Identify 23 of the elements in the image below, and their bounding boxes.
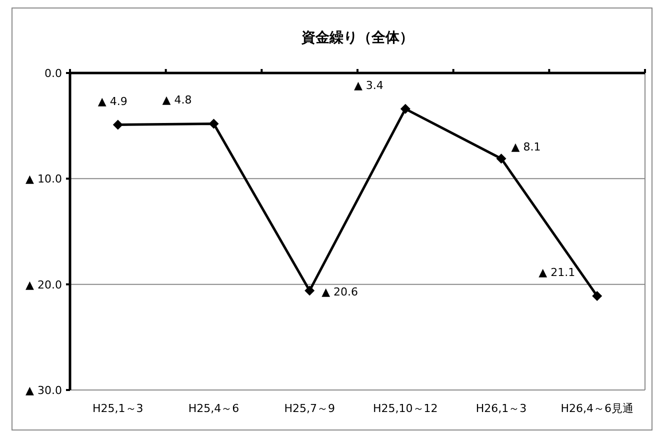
data-label: ▲ 20.6 — [322, 286, 358, 299]
point — [496, 154, 506, 164]
data-label: ▲ 8.1 — [511, 140, 541, 154]
data-label: ▲ 21.1 — [538, 266, 576, 279]
y-tick-label: ▲ 20.0 — [26, 278, 62, 292]
x-tick-label: H26,1～3 — [476, 402, 527, 415]
y-tick-label: 0.0 — [44, 67, 62, 80]
point — [592, 290, 602, 301]
data-label: ▲ 4.8 — [162, 94, 192, 107]
x-tick-label: H25,7～9 — [284, 402, 335, 415]
y-tick-label: ▲ 30.0 — [26, 384, 62, 397]
data-label: ▲ 4.9 — [98, 94, 128, 108]
point — [208, 118, 219, 129]
point — [400, 104, 410, 114]
x-tick-label: H25,1～3 — [92, 402, 144, 415]
point — [304, 286, 315, 296]
y-tick-label: ▲ 10.0 — [26, 172, 62, 186]
x-tick-label: H26,4～6見通 — [560, 402, 634, 415]
point — [112, 120, 123, 130]
chart-title: 資金繰り（全体） — [300, 30, 414, 46]
data-label: ▲ 3.4 — [354, 78, 384, 92]
x-tick-label: H25,4～6 — [188, 402, 240, 415]
x-tick-label: H25,10～12 — [373, 402, 438, 415]
